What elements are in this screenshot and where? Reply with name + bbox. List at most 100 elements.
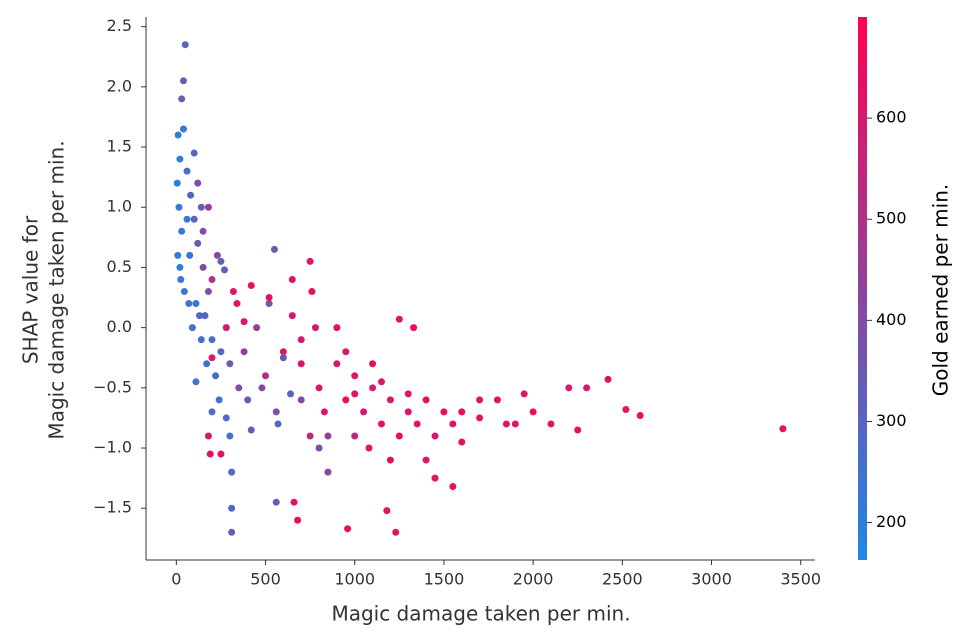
x-tick-label: 3000 [691, 570, 732, 589]
point [511, 420, 519, 428]
point [493, 396, 501, 404]
point [194, 239, 202, 247]
point [279, 348, 287, 356]
point [192, 378, 200, 386]
point [222, 324, 230, 332]
point [213, 251, 221, 259]
point [306, 432, 314, 440]
point [333, 324, 341, 332]
point [288, 312, 296, 320]
point [377, 378, 385, 386]
point [344, 525, 352, 533]
point [324, 432, 332, 440]
y-tick-label: −1.5 [93, 498, 132, 517]
point [215, 396, 223, 404]
point [377, 420, 385, 428]
point [222, 414, 230, 422]
point [179, 125, 187, 133]
point [174, 251, 182, 259]
point [190, 149, 198, 157]
point [308, 288, 316, 296]
y-tick-label: 2.5 [107, 16, 132, 35]
point [306, 257, 314, 265]
point [342, 396, 350, 404]
point [204, 203, 212, 211]
point [180, 288, 188, 296]
point [197, 203, 205, 211]
point [199, 263, 207, 271]
point [253, 324, 261, 332]
y-axis-label: Magic damage taken per min. [45, 140, 69, 439]
point [258, 384, 266, 392]
y-tick-label: 2.0 [107, 76, 132, 95]
point [574, 426, 582, 434]
y-tick-label: 1.5 [107, 137, 132, 156]
point [604, 375, 612, 383]
point [369, 360, 377, 368]
point [449, 483, 457, 491]
point [290, 498, 298, 506]
point [233, 300, 241, 308]
colorbar [858, 17, 867, 560]
point [183, 215, 191, 223]
point [208, 275, 216, 283]
point [208, 354, 216, 362]
point [220, 266, 228, 274]
y-tick-label: −1.0 [93, 438, 132, 457]
point [240, 348, 248, 356]
point [351, 372, 359, 380]
point [520, 390, 528, 398]
point [217, 450, 225, 458]
point [315, 384, 323, 392]
point [190, 215, 198, 223]
point [270, 245, 278, 253]
colorbar-tick-label: 200 [876, 512, 907, 531]
y-tick-label: −0.5 [93, 377, 132, 396]
point [217, 257, 225, 265]
y-tick-label: 0.5 [107, 257, 132, 276]
point [247, 426, 255, 434]
point [229, 288, 237, 296]
y-axis-label: SHAP value for [19, 215, 43, 364]
point [265, 300, 273, 308]
point [228, 504, 236, 512]
point [476, 414, 484, 422]
point [228, 468, 236, 476]
y-tick-label: 0.0 [107, 317, 132, 336]
point [413, 420, 421, 428]
point [287, 390, 295, 398]
point [194, 179, 202, 187]
point [297, 336, 305, 344]
point [404, 408, 412, 416]
x-tick-label: 1500 [424, 570, 465, 589]
point [235, 384, 243, 392]
point [369, 384, 377, 392]
colorbar-tick-label: 600 [876, 108, 907, 127]
point [392, 528, 400, 536]
point [204, 432, 212, 440]
point [247, 281, 255, 289]
x-axis-label: Magic damage taken per min. [331, 602, 630, 626]
point [342, 348, 350, 356]
point [458, 408, 466, 416]
point [192, 300, 200, 308]
point [179, 77, 187, 85]
point [173, 179, 181, 187]
colorbar-label: Gold earned per min. [929, 184, 953, 396]
point [565, 384, 573, 392]
point [383, 507, 391, 515]
point [178, 95, 186, 103]
point [217, 348, 225, 356]
point [201, 312, 209, 320]
y-tick-label: 1.0 [107, 197, 132, 216]
point [529, 408, 537, 416]
x-tick-label: 500 [250, 570, 281, 589]
point [404, 390, 412, 398]
point [431, 432, 439, 440]
point [422, 456, 430, 464]
point [272, 408, 280, 416]
colorbar-tick-label: 400 [876, 310, 907, 329]
point [294, 516, 302, 524]
point [311, 324, 319, 332]
